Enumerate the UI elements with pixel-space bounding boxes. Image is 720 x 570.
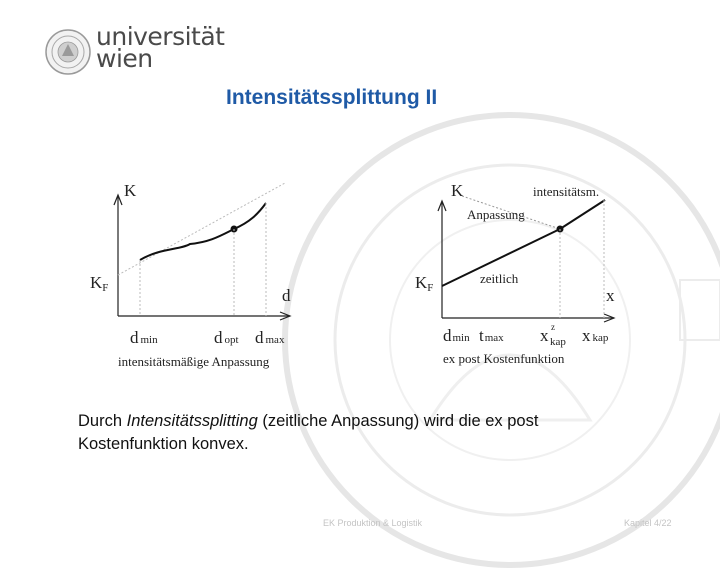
left-ylabel: K bbox=[124, 181, 137, 200]
right-xzkap-sup: z bbox=[551, 322, 555, 332]
left-kf-label: KF bbox=[90, 273, 108, 294]
right-caption: ex post Kostenfunktion bbox=[443, 351, 565, 366]
right-anpassung-label: Anpassung bbox=[467, 207, 525, 222]
right-x-arrow bbox=[603, 313, 616, 323]
right-intensity-line bbox=[559, 199, 606, 230]
right-xzkap-label: x bbox=[540, 326, 549, 345]
cost-function-figure: K KF d d min d opt d max intensitätsmäßige … bbox=[90, 181, 616, 369]
left-dopt-label: d opt bbox=[214, 328, 239, 347]
left-xlabel: d bbox=[282, 286, 291, 305]
logo-wordmark: universität wien bbox=[96, 22, 225, 73]
slide-title: Intensitätssplittung II bbox=[226, 86, 438, 109]
right-zeitlich-label: zeitlich bbox=[480, 271, 519, 286]
left-reference-line bbox=[117, 182, 286, 276]
left-dmax-label: d max bbox=[255, 328, 285, 347]
left-x-arrow bbox=[279, 311, 292, 321]
right-zeitlich-line bbox=[441, 228, 561, 287]
seal-icon bbox=[45, 29, 91, 75]
logo-line-2: wien bbox=[96, 44, 153, 73]
logo-line-1: universität bbox=[96, 22, 225, 51]
body-prefix: Durch bbox=[78, 412, 127, 430]
right-intensity-extension bbox=[461, 195, 561, 230]
body-suffix: (zeitliche Anpassung) wird die ex post bbox=[257, 412, 539, 430]
university-logo: universität wien bbox=[44, 22, 225, 78]
body-italic-term: Intensitätssplitting bbox=[126, 412, 258, 430]
right-xkap-label: x kap bbox=[582, 326, 609, 345]
body-line-1: Durch Intensitätssplitting (zeitliche An… bbox=[78, 410, 698, 433]
slide: universität wien Intensitätssplittung II… bbox=[44, 22, 720, 568]
right-ylabel: K bbox=[451, 181, 464, 200]
left-cost-curve bbox=[139, 202, 267, 261]
body-paragraph: Durch Intensitätssplitting (zeitliche An… bbox=[78, 410, 698, 456]
left-dmin-label: d min bbox=[130, 328, 158, 347]
footer-slide-number: Kapitel 4/22 bbox=[624, 518, 672, 528]
right-intens-label: intensitätsm. bbox=[533, 184, 599, 199]
left-chart: K KF d d min d opt d max intensitätsmäßige … bbox=[90, 181, 292, 369]
right-chart: K intensitätsm. Anpassung zeitlich KF x … bbox=[415, 181, 616, 366]
footer-course: EK Produktion & Logistik bbox=[323, 518, 423, 528]
right-tmax-label: tmax bbox=[479, 326, 504, 345]
right-xzkap-sub: kap bbox=[550, 336, 566, 348]
left-y-arrow bbox=[113, 193, 123, 206]
right-kf-label: KF bbox=[415, 273, 433, 294]
right-xlabel: x bbox=[606, 286, 615, 305]
right-y-arrow bbox=[437, 199, 447, 212]
left-caption: intensitätsmäßige Anpassung bbox=[118, 354, 270, 369]
body-line-2: Kostenfunktion konvex. bbox=[78, 435, 249, 453]
right-dmin-label: dmin bbox=[443, 326, 470, 345]
